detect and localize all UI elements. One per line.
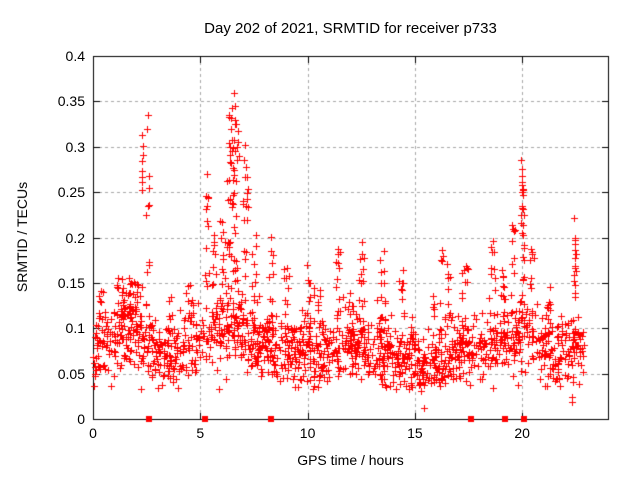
y-tick-label: 0 — [77, 411, 85, 427]
y-tick-label: 0.25 — [57, 184, 85, 201]
y-tick-label: 0.35 — [57, 93, 85, 110]
y-tick-label: 0.2 — [65, 229, 85, 246]
x-tick-label: 20 — [514, 425, 530, 441]
x-tick-label: 15 — [407, 425, 423, 441]
y-tick-label: 0.1 — [65, 320, 85, 337]
y-tick-label: 0.3 — [65, 138, 85, 155]
x-tick-label: 5 — [196, 425, 205, 441]
x-tick-label: 0 — [89, 425, 97, 441]
y-tick-label: 0.15 — [57, 274, 85, 291]
x-axis-label: GPS time / hours — [297, 452, 404, 468]
y-tick-label: 0.4 — [65, 48, 85, 64]
x-tick-label: 10 — [299, 425, 316, 441]
y-tick-label: 0.05 — [57, 365, 85, 382]
chart-title: Day 202 of 2021, SRMTID for receiver p73… — [204, 20, 497, 37]
